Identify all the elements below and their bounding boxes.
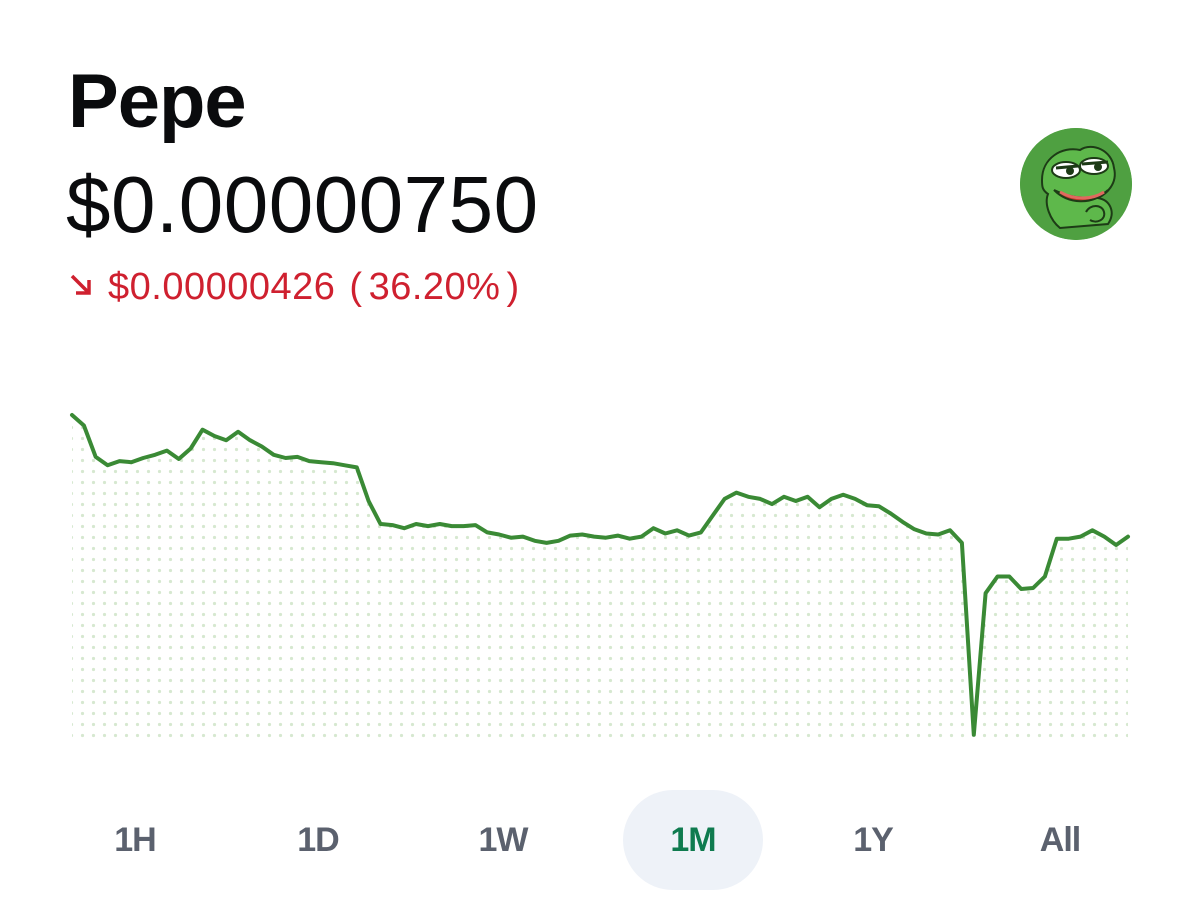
range-button-1d[interactable]: 1D: [297, 820, 339, 859]
range-button-1m[interactable]: 1M: [623, 790, 763, 890]
paren-close: ): [506, 266, 520, 308]
price-change: $0.00000426 ( 36.20% ): [68, 268, 520, 306]
price-line: [70, 413, 1130, 737]
range-button-1y[interactable]: 1Y: [853, 820, 894, 859]
asset-header: Pepe $0.00000750 $0.00000426 ( 36.20% ): [0, 0, 1200, 330]
price-chart-svg[interactable]: [0, 400, 1200, 760]
time-range-selector: 1H 1D 1W 1M 1Y All: [0, 790, 1200, 890]
arrow-down-right-icon: [68, 271, 94, 303]
pepe-frog-avatar-icon: [1020, 128, 1132, 240]
range-button-all[interactable]: All: [1039, 820, 1081, 859]
asset-price: $0.00000750: [66, 160, 539, 249]
price-change-amount: $0.00000426: [108, 266, 336, 308]
paren-open: (: [349, 266, 363, 308]
range-button-1w[interactable]: 1W: [478, 820, 529, 859]
asset-name: Pepe: [68, 59, 247, 144]
chart-area-fill: [72, 415, 1128, 740]
range-button-1h[interactable]: 1H: [114, 820, 156, 859]
price-change-percent: 36.20%: [368, 266, 501, 308]
price-chart[interactable]: [0, 400, 1200, 760]
